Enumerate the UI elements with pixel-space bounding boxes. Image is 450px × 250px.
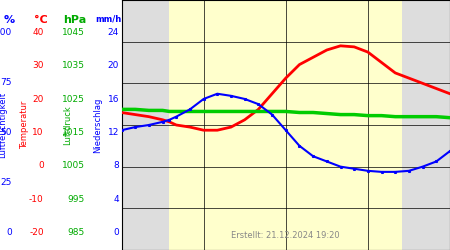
Text: 50: 50	[0, 128, 12, 137]
Text: 995: 995	[68, 195, 85, 204]
Text: °C: °C	[34, 15, 48, 25]
Text: Luftdruck: Luftdruck	[63, 105, 72, 145]
Text: 12: 12	[108, 128, 119, 137]
Text: 0: 0	[113, 228, 119, 237]
Text: 75: 75	[0, 78, 12, 87]
Text: Temperatur: Temperatur	[20, 101, 29, 149]
Text: 20: 20	[108, 61, 119, 70]
Text: 20: 20	[32, 95, 44, 104]
Text: 25: 25	[1, 178, 12, 187]
Bar	[122, 0, 169, 250]
Text: 1025: 1025	[62, 95, 85, 104]
Text: 4: 4	[113, 195, 119, 204]
Text: 1035: 1035	[62, 61, 85, 70]
Text: Erstellt: 21.12.2024 19:20: Erstellt: 21.12.2024 19:20	[231, 231, 340, 240]
Text: Niederschlag: Niederschlag	[93, 97, 102, 153]
Bar	[169, 0, 402, 250]
Text: -20: -20	[29, 228, 44, 237]
Text: 8: 8	[113, 161, 119, 170]
Text: -10: -10	[29, 195, 44, 204]
Bar	[402, 0, 450, 250]
Text: 985: 985	[68, 228, 85, 237]
Text: 1005: 1005	[62, 161, 85, 170]
Text: %: %	[4, 15, 15, 25]
Text: hPa: hPa	[63, 15, 86, 25]
Text: 1015: 1015	[62, 128, 85, 137]
Text: 0: 0	[38, 161, 44, 170]
Text: Luftfeuchtigkeit: Luftfeuchtigkeit	[0, 92, 7, 158]
Text: 0: 0	[6, 228, 12, 237]
Text: 16: 16	[108, 95, 119, 104]
Text: mm/h: mm/h	[95, 15, 121, 24]
Text: 30: 30	[32, 61, 44, 70]
Text: 1045: 1045	[62, 28, 85, 37]
Text: 40: 40	[32, 28, 44, 37]
Text: 10: 10	[32, 128, 44, 137]
Text: 100: 100	[0, 28, 12, 37]
Text: 24: 24	[108, 28, 119, 37]
